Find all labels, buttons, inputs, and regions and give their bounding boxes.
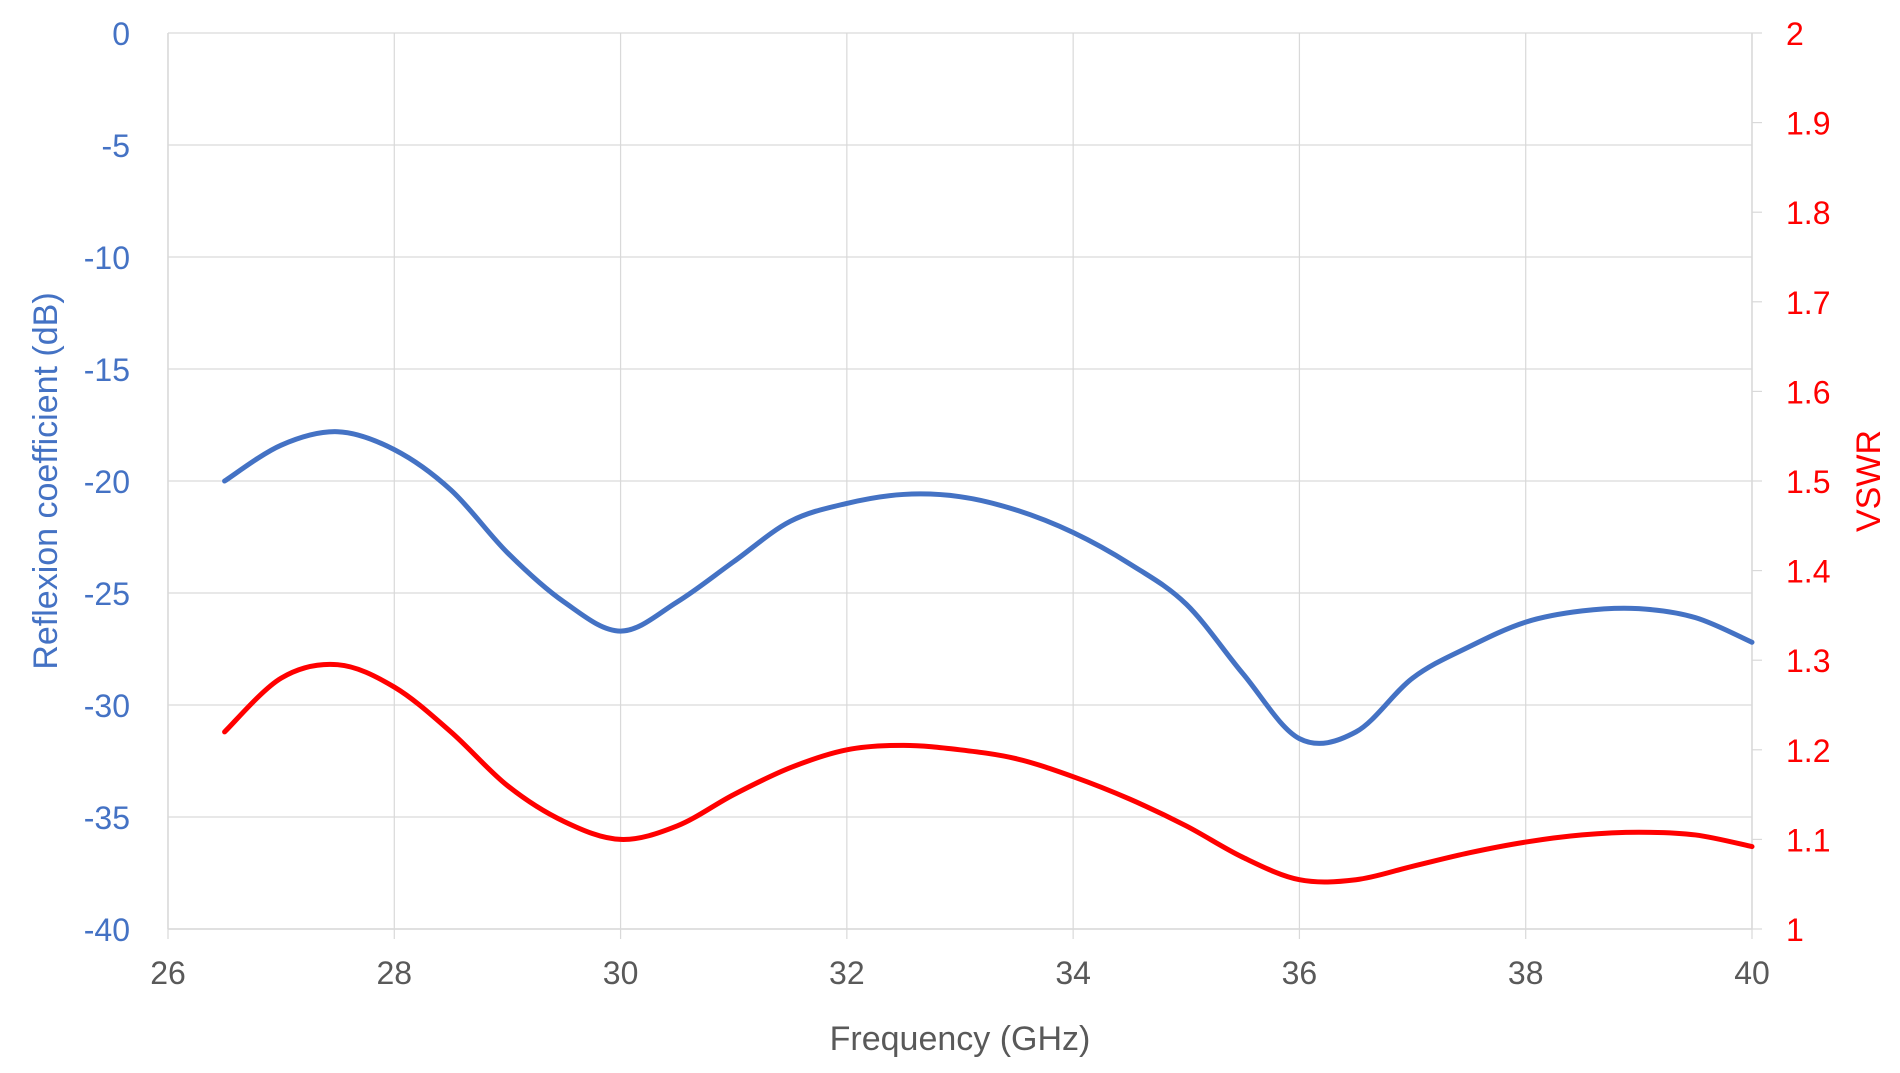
y-left-tick-label: -40 [84, 912, 130, 948]
x-tick-label: 36 [1282, 955, 1318, 991]
y-right-tick-label: 1.6 [1786, 374, 1830, 410]
x-tick-label: 26 [150, 955, 186, 991]
y-left-tick-label: 0 [112, 16, 130, 52]
axis-layer: 0 -5 -10 -15 -20 -25 -30 -35 -40 26 28 30 32 34 36 38 40… [84, 16, 1831, 991]
y-right-tick-label: 1.2 [1786, 733, 1830, 769]
x-tick-label: 28 [376, 955, 412, 991]
y-left-tick-label: -5 [102, 128, 130, 164]
x-tick-label: 34 [1055, 955, 1091, 991]
y-left-tick-label: -35 [84, 800, 130, 836]
x-tick-label: 38 [1508, 955, 1544, 991]
y-right-tick-label: 1.3 [1786, 643, 1830, 679]
y-left-tick-label: -10 [84, 240, 130, 276]
y-right-tick-label: 2 [1786, 16, 1804, 52]
y-left-tick-label: -25 [84, 576, 130, 612]
y-right-tick-label: 1.8 [1786, 195, 1830, 231]
y-left-tick-label: -30 [84, 688, 130, 724]
x-axis-title: Frequency (GHz) [830, 1020, 1091, 1058]
y-right-axis-title: VSWR [1850, 430, 1888, 532]
grid-layer [167, 32, 1753, 930]
y-right-tick-label: 1.1 [1786, 822, 1830, 858]
x-tick-label: 40 [1734, 955, 1770, 991]
y-left-tick-label: -20 [84, 464, 130, 500]
x-tick-label: 32 [829, 955, 865, 991]
y-left-axis-title: Reflexion coefficient (dB) [27, 292, 65, 669]
reflexion-series-line [222, 429, 1755, 746]
x-tick-label: 30 [603, 955, 639, 991]
y-right-tick-label: 1.5 [1786, 464, 1830, 500]
y-right-tick-label: 1.9 [1786, 106, 1830, 142]
y-right-tick-label: 1.4 [1786, 554, 1830, 590]
y-right-tick-label: 1 [1786, 912, 1804, 948]
label-layer: Frequency (GHz) Reflexion coefficient (d… [27, 292, 1888, 1058]
vswr-series-line [222, 661, 1755, 885]
series-layer [222, 429, 1755, 885]
y-right-tick-label: 1.7 [1786, 285, 1830, 321]
y-left-tick-label: -15 [84, 352, 130, 388]
